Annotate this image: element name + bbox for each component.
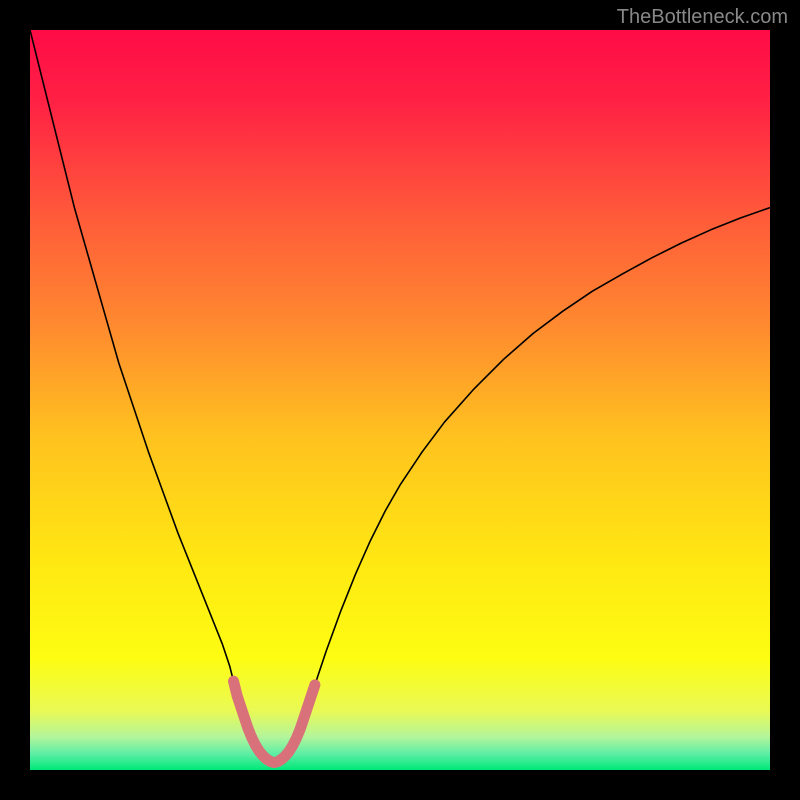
watermark-text: TheBottleneck.com [617, 6, 788, 29]
bottleneck-chart [30, 30, 770, 770]
plot-area [30, 30, 770, 770]
